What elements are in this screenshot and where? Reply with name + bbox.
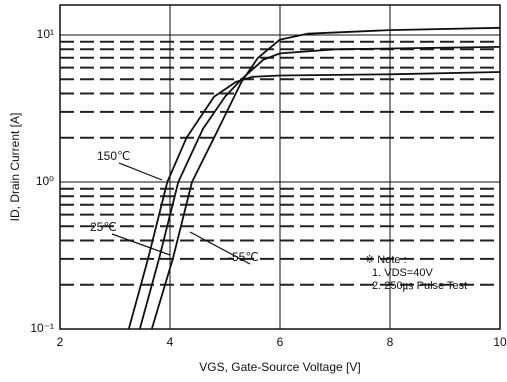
note: ※ Note :	[365, 254, 407, 266]
x-tick-label: 4	[167, 335, 174, 349]
series-label: 150℃	[97, 149, 131, 163]
note: 1. VDS=40V	[372, 267, 434, 279]
y-tick-label: 10⁰	[36, 174, 54, 188]
y-tick-label: 10⁻¹	[30, 321, 54, 335]
curve	[150, 26, 501, 330]
x-tick-label: 6	[277, 335, 284, 349]
curve	[138, 46, 501, 330]
annotation-arrow	[189, 231, 251, 265]
series-label: 25℃	[90, 220, 117, 234]
series-label: -55℃	[228, 250, 259, 264]
curve	[127, 71, 501, 330]
y-axis-label: ID, Drain Current [A]	[8, 113, 22, 222]
x-axis-label: VGS, Gate-Source Voltage [V]	[199, 360, 360, 374]
x-tick-label: 10	[493, 335, 507, 349]
note: 2. 250㎲ Pulse Test	[372, 280, 467, 292]
annotation-arrow	[118, 162, 163, 181]
x-tick-label: 8	[387, 335, 394, 349]
plot-frame	[59, 4, 501, 330]
annotation-arrow	[111, 233, 171, 256]
x-tick-label: 2	[57, 335, 64, 349]
y-tick-label: 10¹	[37, 27, 54, 41]
